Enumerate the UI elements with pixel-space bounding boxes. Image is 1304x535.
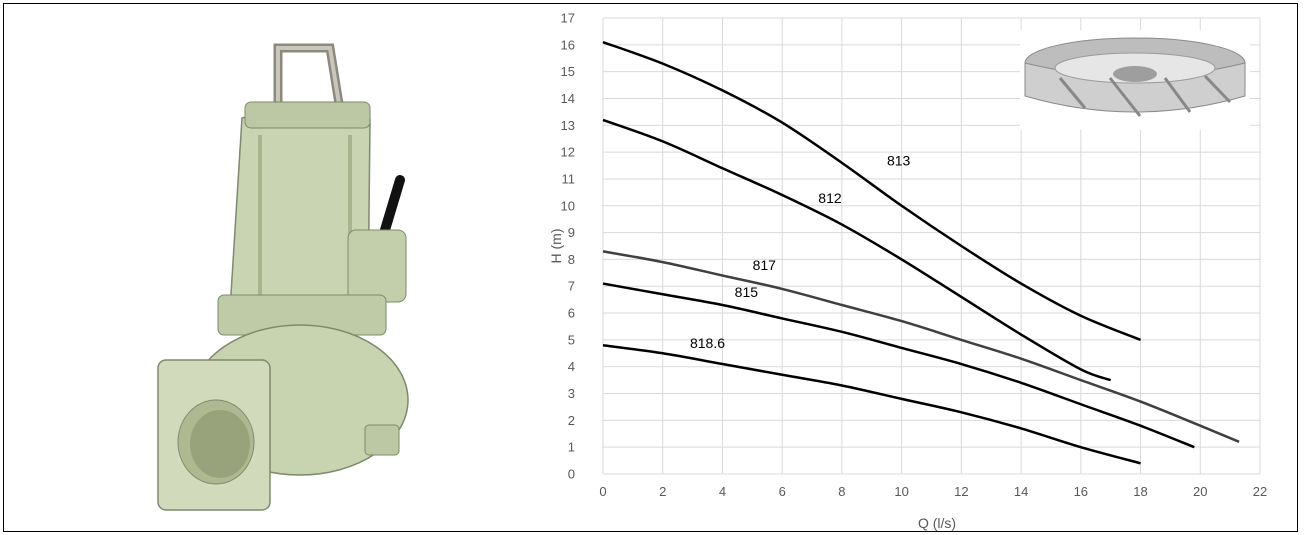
- y-tick-label: 3: [568, 386, 575, 401]
- x-tick-label: 6: [779, 484, 786, 499]
- x-tick-label: 8: [838, 484, 845, 499]
- y-tick-label: 13: [561, 118, 575, 133]
- curve-label: 812: [818, 190, 842, 206]
- x-tick-label: 10: [894, 484, 908, 499]
- y-tick-label: 1: [568, 440, 575, 455]
- x-tick-label: 18: [1133, 484, 1147, 499]
- performance-chart: 0 2 4 6 8 10 12 14 16 18 20 22 01234567891011121314…: [548, 11, 1267, 532]
- x-tick-label: 12: [954, 484, 968, 499]
- curve-label: 818.6: [690, 335, 725, 351]
- y-tick-label: 15: [561, 64, 575, 79]
- y-tick-label: 4: [568, 359, 575, 374]
- x-axis-ticks: 0 2 4 6 8 10 12 14 16 18 20 22: [599, 484, 1267, 499]
- x-tick-label: 14: [1014, 484, 1028, 499]
- x-tick-label: 16: [1074, 484, 1088, 499]
- x-tick-label: 22: [1253, 484, 1267, 499]
- x-axis-label: Q (l/s): [918, 515, 956, 531]
- curve-label: 815: [735, 284, 759, 300]
- y-tick-label: 7: [568, 279, 575, 294]
- y-axis-label: H (m): [548, 229, 564, 264]
- y-tick-label: 9: [568, 225, 575, 240]
- y-tick-label: 14: [561, 91, 575, 106]
- x-tick-label: 20: [1193, 484, 1207, 499]
- curve-series: [602, 40, 1240, 465]
- x-tick-label: 2: [659, 484, 666, 499]
- y-tick-label: 8: [568, 252, 575, 267]
- y-tick-label: 17: [561, 11, 575, 26]
- curve-label: 817: [753, 257, 777, 273]
- y-tick-label: 12: [561, 145, 575, 160]
- impeller-image: [1020, 30, 1250, 130]
- x-tick-label: 4: [719, 484, 726, 499]
- y-tick-label: 11: [562, 171, 576, 186]
- x-tick-label: 0: [599, 484, 606, 499]
- curve-label: 813: [887, 153, 911, 169]
- y-tick-label: 2: [568, 413, 575, 428]
- curve-817: [602, 250, 1240, 443]
- curve-812: [602, 118, 1112, 382]
- y-tick-label: 0: [568, 467, 575, 482]
- curve-813: [602, 40, 1142, 342]
- curve-labels: 813 812 817 815 818.6: [690, 153, 911, 351]
- y-tick-label: 6: [568, 306, 575, 321]
- curve-818-6: [602, 344, 1141, 465]
- y-tick-label: 16: [561, 37, 575, 52]
- y-tick-label: 10: [561, 198, 575, 213]
- curve-815: [602, 282, 1195, 449]
- y-tick-label: 5: [568, 332, 575, 347]
- pump-image: [157, 43, 409, 511]
